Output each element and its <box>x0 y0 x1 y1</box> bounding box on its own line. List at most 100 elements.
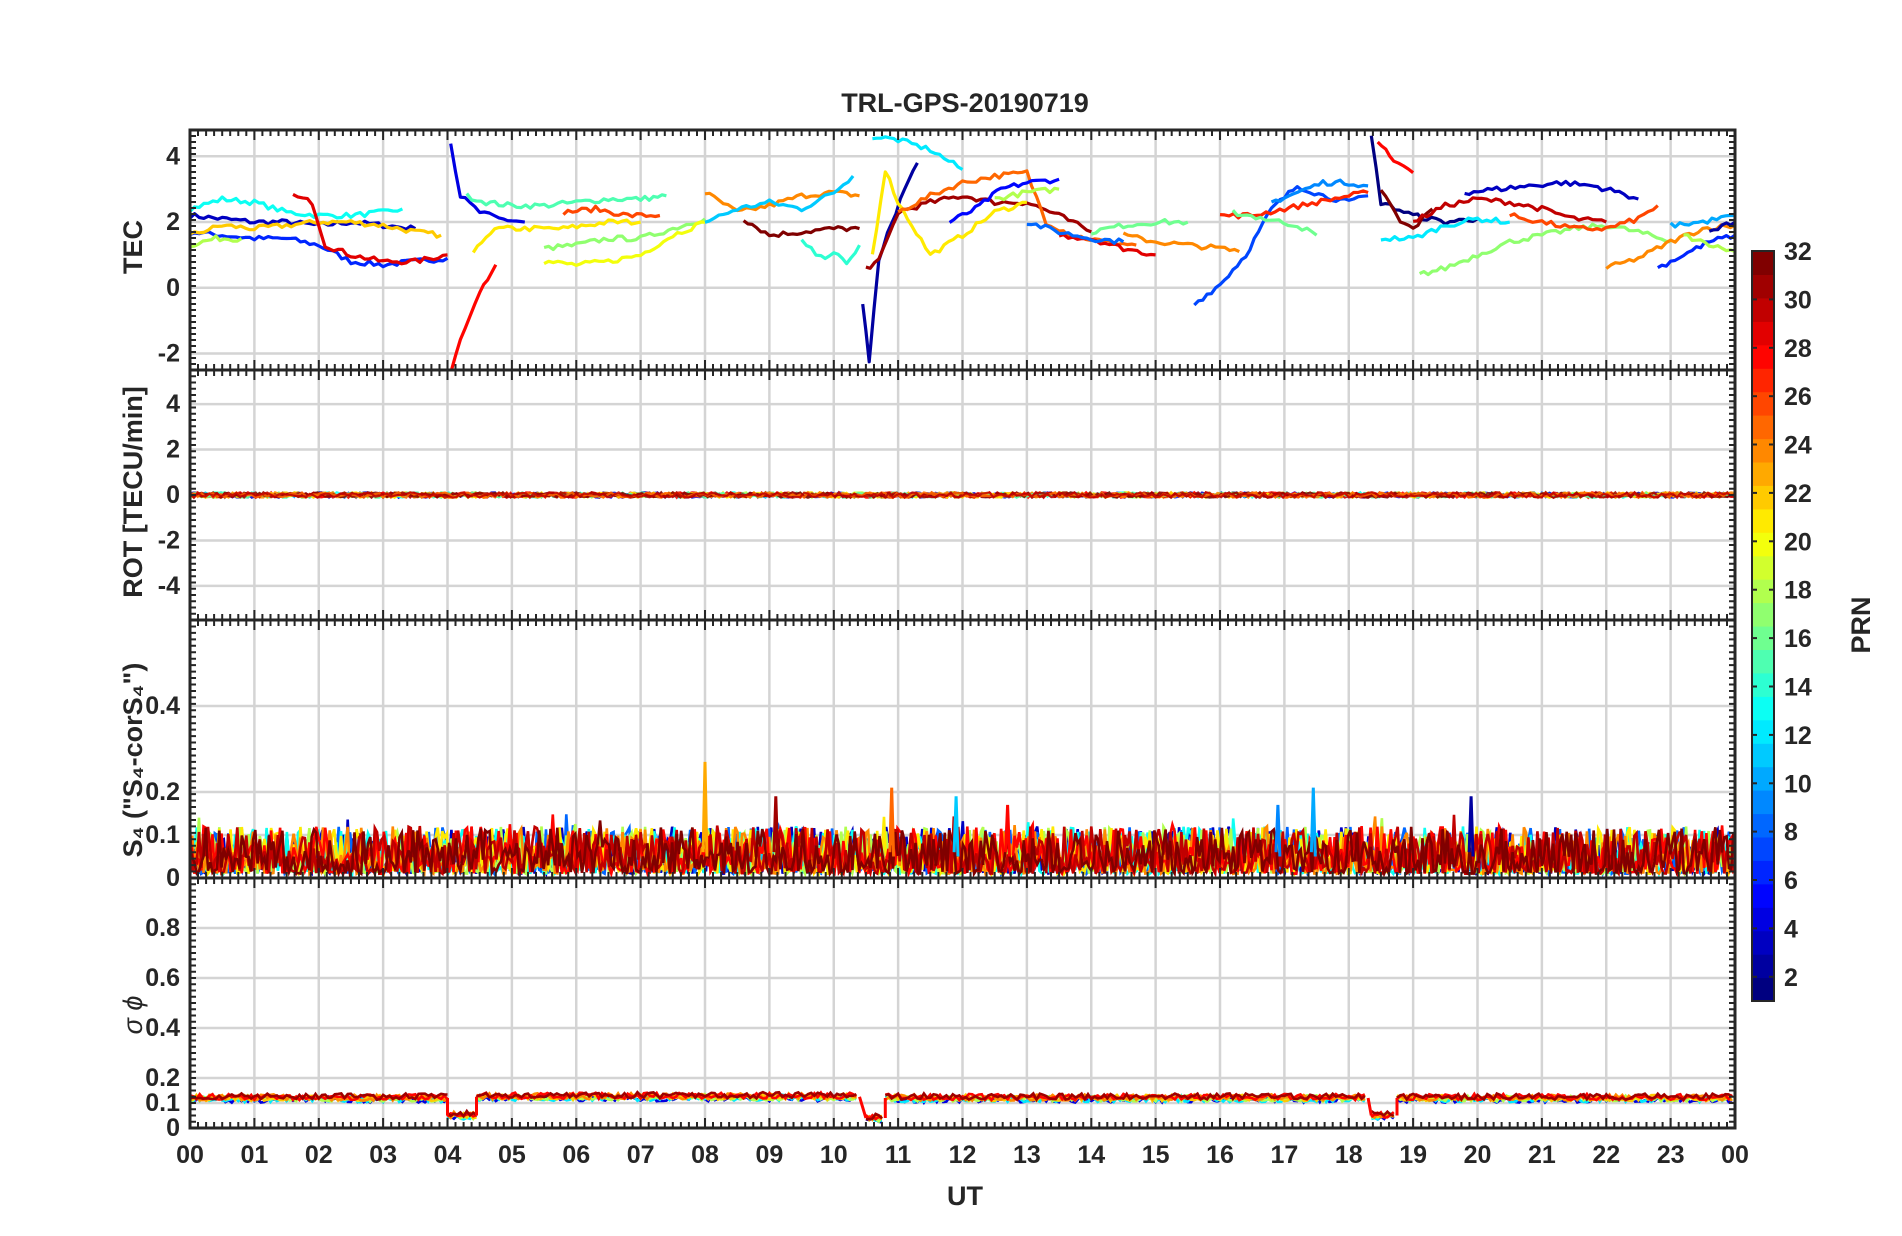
colorbar-swatch <box>1752 602 1774 627</box>
y-axis-label-rot: ROT [TECU/min] <box>118 386 148 597</box>
tec-series-line-prn-3 <box>1464 179 1639 201</box>
tec-series-line-prn-11 <box>704 174 855 224</box>
series-group-tec <box>190 135 1735 370</box>
x-tick-label: 04 <box>434 1141 462 1169</box>
y-tick-label-tec: 0 <box>166 274 180 302</box>
colorbar-swatch <box>1752 883 1774 908</box>
tec-series-line-prn-16 <box>1090 218 1189 236</box>
y-tick-label-s4: 0 <box>166 864 180 892</box>
panel-rot: -4 -2 0 2 4 ROT [TECU/min] <box>118 368 1737 622</box>
x-tick-label: 19 <box>1399 1141 1427 1169</box>
x-tick-label: 00 <box>176 1141 204 1169</box>
colorbar-swatch <box>1752 626 1774 650</box>
tec-series-line-prn-10 <box>1669 213 1735 229</box>
x-tick-label: 01 <box>240 1141 268 1169</box>
x-tick-label: 00 <box>1721 1141 1749 1169</box>
tec-series-line-prn-21 <box>471 218 641 254</box>
colorbar-tick-label: 18 <box>1784 577 1812 605</box>
tec-series-line-prn-17 <box>543 217 707 252</box>
x-axis-label: UT <box>947 1181 983 1211</box>
colorbar-swatch <box>1752 532 1774 557</box>
x-tick-label: 23 <box>1657 1141 1685 1169</box>
colorbar-tick-label: 28 <box>1784 335 1812 363</box>
x-tick-label: 07 <box>627 1141 655 1169</box>
panel-sigma: 00.10.2 0.4 0.6 0.8 σ ϕ <box>118 876 1737 1142</box>
tec-series-line-prn-9 <box>1270 178 1369 204</box>
y-axis-label-tec: TEC <box>118 220 148 274</box>
colorbar-tick-label: 2 <box>1784 964 1798 992</box>
colorbar-tick-label: 6 <box>1784 867 1798 895</box>
x-tick-label: 02 <box>305 1141 333 1169</box>
colorbar-tick-label: 24 <box>1784 432 1812 460</box>
sigma-step-connector <box>446 1096 1399 1119</box>
y-tick-label-s4: 0.2 <box>145 778 180 806</box>
tec-series-line-prn-14 <box>800 238 861 266</box>
colorbar-swatch <box>1752 649 1774 674</box>
tec-series-line-prn-26 <box>562 204 661 219</box>
tec-series-line-prn-8 <box>1026 222 1125 245</box>
y-tick-label-tec: 4 <box>166 142 180 170</box>
colorbar-swatch <box>1752 344 1774 369</box>
colorbar-tick-label: 26 <box>1784 383 1812 411</box>
tec-series-line-prn-24 <box>1122 231 1240 254</box>
y-axis-label-sigma: σ ϕ <box>118 996 148 1035</box>
y-tick-label-sigma: 0.2 <box>145 1064 180 1092</box>
colorbar-tick-label: 8 <box>1784 819 1798 847</box>
y-tick-label-tec: -2 <box>158 340 180 368</box>
x-tick-labels: 00 01 02 03 04 05 06 07 08 09 10 11 12 13 14 15 16 17 18 19… <box>176 1141 1749 1169</box>
y-tick-label-sigma: 0 <box>166 1114 180 1142</box>
y-tick-label-rot: -2 <box>158 527 180 555</box>
colorbar-tick-label: 4 <box>1784 915 1798 943</box>
colorbar-swatch <box>1752 930 1774 955</box>
colorbar-tick-label: 14 <box>1784 674 1812 702</box>
tec-series-line-prn-32 <box>742 219 860 238</box>
tec-series-line-prn-2 <box>861 162 919 364</box>
colorbar-swatch <box>1752 907 1774 932</box>
tec-series-line-prn-29 <box>292 192 448 266</box>
colorbar-swatch <box>1752 977 1774 1002</box>
s4-peak-prn-28 <box>1004 804 1011 857</box>
series-group-s4 <box>190 761 1735 878</box>
colorbar-swatch <box>1752 766 1774 791</box>
s4-series-line-prn-32 <box>190 820 1735 878</box>
rot-series-line-prn-30 <box>190 490 1735 500</box>
colorbar-tick-label: 16 <box>1784 625 1812 653</box>
s4-peak-prn-9 <box>1274 804 1282 857</box>
series-group-sigma <box>190 1090 1733 1124</box>
colorbar-label: PRN <box>1846 596 1876 653</box>
axes-box-sigma <box>188 876 1737 1130</box>
s4-peak-prn-31 <box>772 796 780 857</box>
colorbar-swatch <box>1752 297 1774 322</box>
x-tick-label: 08 <box>691 1141 719 1169</box>
colorbar-tick-label: 30 <box>1784 286 1812 314</box>
x-tick-label: 11 <box>885 1141 912 1169</box>
x-tick-label: 18 <box>1335 1141 1363 1169</box>
tec-series-line-prn-28 <box>449 264 498 370</box>
y-tick-label-rot: 2 <box>166 436 180 464</box>
x-tick-label: 03 <box>369 1141 397 1169</box>
x-tick-label: 12 <box>949 1141 977 1169</box>
tec-series-line-prn-18 <box>190 234 243 249</box>
y-tick-label-rot: 4 <box>166 390 180 418</box>
s4-peak-prn-2 <box>1467 796 1475 857</box>
colorbar-swatch <box>1752 555 1774 580</box>
tec-series-line-prn-4 <box>449 143 526 224</box>
tec-series-line-prn-21 <box>870 170 1027 256</box>
y-tick-label-tec: 2 <box>166 208 180 236</box>
colorbar-swatch <box>1752 438 1774 463</box>
y-tick-label-sigma: 0.4 <box>145 1014 180 1042</box>
tec-series-line-prn-5 <box>948 177 1060 224</box>
colorbar-swatch <box>1752 321 1774 346</box>
x-tick-label: 09 <box>755 1141 783 1169</box>
y-tick-label-sigma: 0.8 <box>145 914 180 942</box>
y-axis-label-s4: S₄ ("S₄-corS₄") <box>118 663 148 858</box>
tec-series-line-prn-29 <box>1058 233 1156 257</box>
colorbar-swatch <box>1752 836 1774 861</box>
s4-peak-prn-11 <box>952 796 960 857</box>
x-tick-label: 15 <box>1142 1141 1170 1169</box>
colorbar-swatch <box>1752 251 1774 275</box>
colorbar-swatch <box>1752 391 1774 416</box>
colorbar-swatch <box>1752 672 1774 697</box>
x-tick-label: 17 <box>1270 1141 1298 1169</box>
